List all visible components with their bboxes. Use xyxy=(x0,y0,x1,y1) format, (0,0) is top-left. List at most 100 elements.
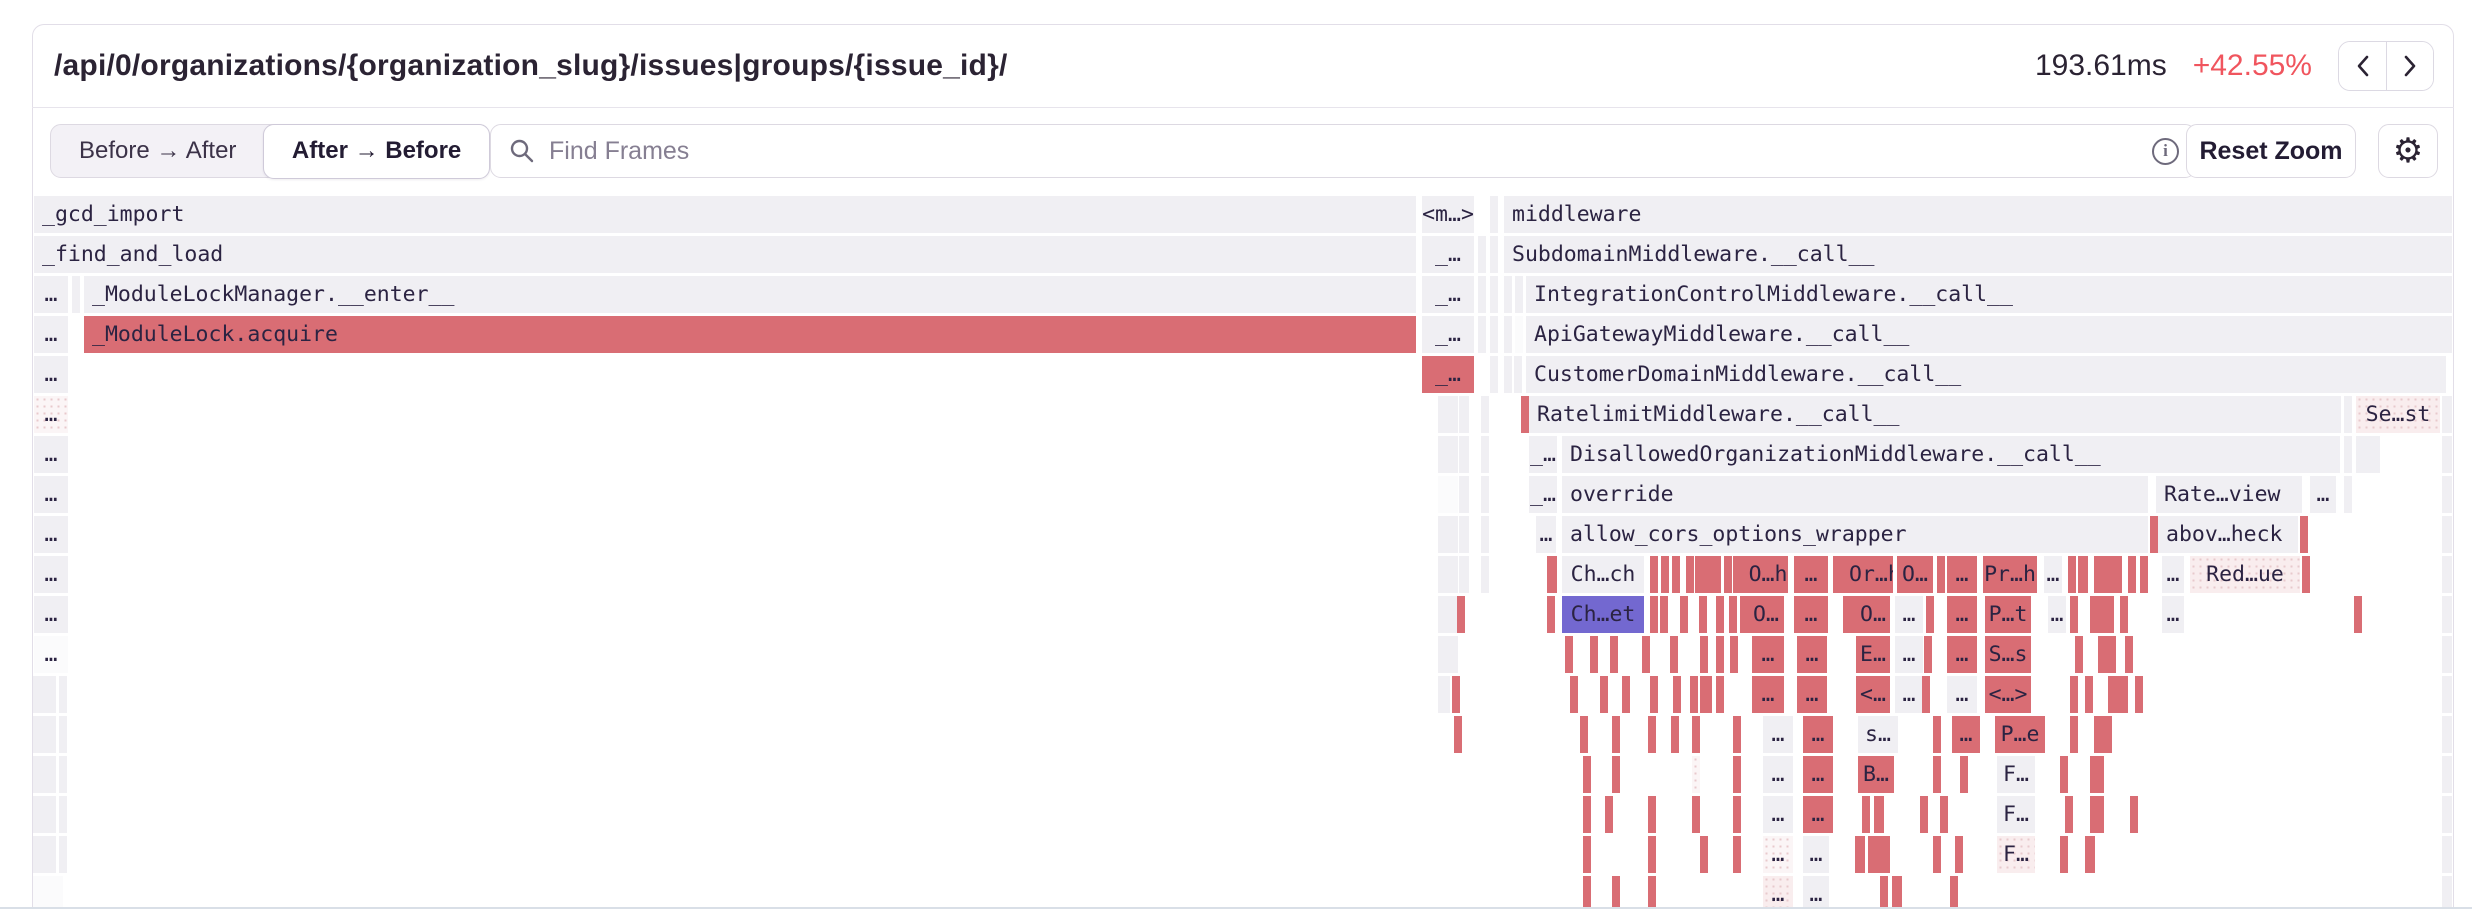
flame-frame[interactable] xyxy=(1459,436,1469,473)
flame-frame[interactable] xyxy=(59,836,67,873)
flame-frame[interactable]: IntegrationControlMiddleware.__call__ xyxy=(1526,276,2452,313)
flame-frame[interactable]: … xyxy=(1803,756,1833,793)
flame-frame[interactable] xyxy=(1504,356,1512,393)
flame-frame[interactable] xyxy=(1933,716,1941,753)
flame-frame[interactable] xyxy=(1672,556,1680,593)
flame-frame[interactable]: … xyxy=(1763,716,1793,753)
flame-frame[interactable]: _… xyxy=(1422,236,1474,273)
flame-frame[interactable] xyxy=(2442,756,2452,793)
flame-frame[interactable]: F… xyxy=(1997,836,2035,873)
flame-frame[interactable] xyxy=(2442,396,2452,433)
flame-frame[interactable]: … xyxy=(2048,596,2066,633)
flame-frame[interactable]: _find_and_load xyxy=(34,236,1416,273)
flame-frame[interactable]: … xyxy=(34,516,68,553)
flame-frame[interactable] xyxy=(1490,316,1498,353)
flame-frame[interactable] xyxy=(33,716,56,753)
flame-frame[interactable] xyxy=(2060,836,2068,873)
flame-frame[interactable] xyxy=(2094,556,2122,593)
flame-frame[interactable] xyxy=(1661,556,1669,593)
flame-frame[interactable] xyxy=(2344,396,2352,433)
flame-frame[interactable] xyxy=(1880,876,1888,907)
flame-frame[interactable] xyxy=(1874,796,1884,833)
flame-frame[interactable] xyxy=(2442,476,2452,513)
flame-frame[interactable] xyxy=(2078,556,2088,593)
flame-frame[interactable] xyxy=(1504,276,1512,313)
flame-frame[interactable] xyxy=(1478,276,1486,313)
flame-frame[interactable]: _… xyxy=(1422,356,1474,393)
flame-frame[interactable] xyxy=(1692,716,1700,753)
flame-frame[interactable] xyxy=(1521,396,1529,433)
flame-frame[interactable] xyxy=(2140,556,2148,593)
flame-frame[interactable]: … xyxy=(34,396,68,433)
flame-frame[interactable] xyxy=(1673,676,1681,713)
flame-frame[interactable] xyxy=(33,836,56,873)
flame-frame[interactable] xyxy=(1459,396,1469,433)
flame-frame[interactable] xyxy=(1695,556,1721,593)
flame-frame[interactable] xyxy=(1438,396,1458,433)
flame-frame[interactable]: … xyxy=(1895,596,1923,633)
flame-frame[interactable] xyxy=(2070,676,2078,713)
flame-frame[interactable] xyxy=(2130,796,2138,833)
flame-frame[interactable]: Ch…ch xyxy=(1562,556,1644,593)
flame-frame[interactable]: … xyxy=(1763,836,1793,873)
flame-frame[interactable]: _… xyxy=(1422,276,1474,313)
flame-frame[interactable] xyxy=(1481,476,1489,513)
flame-frame[interactable]: Se…st xyxy=(2356,396,2440,433)
flame-frame[interactable]: SubdomainMiddleware.__call__ xyxy=(1504,236,2452,273)
flame-frame[interactable] xyxy=(2128,556,2136,593)
flame-frame[interactable] xyxy=(1612,716,1620,753)
flame-frame[interactable] xyxy=(2068,556,2076,593)
flame-frame[interactable] xyxy=(1622,676,1630,713)
flame-frame[interactable] xyxy=(1724,556,1732,593)
flame-frame[interactable]: … xyxy=(1803,796,1833,833)
flame-frame[interactable] xyxy=(72,276,80,313)
flame-frame[interactable] xyxy=(1648,876,1656,907)
flame-frame[interactable] xyxy=(1733,716,1741,753)
flame-frame[interactable] xyxy=(1648,716,1656,753)
flame-frame[interactable] xyxy=(1955,836,1963,873)
flame-frame[interactable] xyxy=(1459,556,1469,593)
flame-frame[interactable] xyxy=(1833,556,1841,593)
flame-frame[interactable] xyxy=(1590,636,1598,673)
flame-frame[interactable] xyxy=(33,876,63,907)
flame-frame[interactable] xyxy=(2344,476,2352,513)
flame-frame[interactable] xyxy=(1459,516,1469,553)
flame-frame[interactable] xyxy=(1610,636,1618,673)
flame-frame[interactable] xyxy=(2108,676,2128,713)
flame-frame[interactable] xyxy=(2085,676,2093,713)
flame-frame[interactable] xyxy=(1960,756,1968,793)
flame-frame[interactable] xyxy=(33,756,56,793)
flame-frame[interactable] xyxy=(2442,636,2452,673)
flame-frame[interactable] xyxy=(1716,596,1724,633)
flame-frame[interactable] xyxy=(1438,436,1458,473)
flame-frame[interactable]: _… xyxy=(1422,316,1474,353)
flame-frame[interactable]: Rate…view xyxy=(2156,476,2302,513)
flame-frame[interactable] xyxy=(1862,796,1870,833)
flame-frame[interactable]: … xyxy=(1794,556,1828,593)
flame-frame[interactable] xyxy=(33,796,56,833)
flame-frame[interactable] xyxy=(2442,716,2452,753)
flame-frame[interactable] xyxy=(1478,236,1486,273)
flame-frame[interactable]: … xyxy=(34,276,68,313)
flame-frame[interactable] xyxy=(1547,596,1555,633)
flame-frame[interactable] xyxy=(33,676,56,713)
flame-frame[interactable]: … xyxy=(1947,676,1977,713)
next-button[interactable] xyxy=(2386,41,2433,90)
flame-frame[interactable] xyxy=(59,716,67,753)
flame-frame[interactable] xyxy=(2090,796,2104,833)
settings-gear-button[interactable]: ⚙ xyxy=(2378,124,2438,178)
flame-frame[interactable] xyxy=(1605,796,1613,833)
flame-frame[interactable] xyxy=(59,756,67,793)
flame-frame[interactable] xyxy=(1570,676,1578,713)
flame-frame[interactable] xyxy=(1692,756,1700,793)
flame-frame[interactable] xyxy=(2442,596,2452,633)
flame-frame[interactable] xyxy=(1680,596,1688,633)
flame-frame[interactable] xyxy=(59,676,67,713)
flame-frame[interactable]: _… xyxy=(1529,476,1557,513)
flame-frame[interactable] xyxy=(1565,636,1573,673)
reset-zoom-button[interactable]: Reset Zoom xyxy=(2186,124,2356,178)
flame-frame[interactable] xyxy=(2442,676,2452,713)
search-input[interactable] xyxy=(547,125,2152,177)
flame-frame[interactable] xyxy=(1950,876,1958,907)
flame-frame[interactable] xyxy=(1933,756,1941,793)
